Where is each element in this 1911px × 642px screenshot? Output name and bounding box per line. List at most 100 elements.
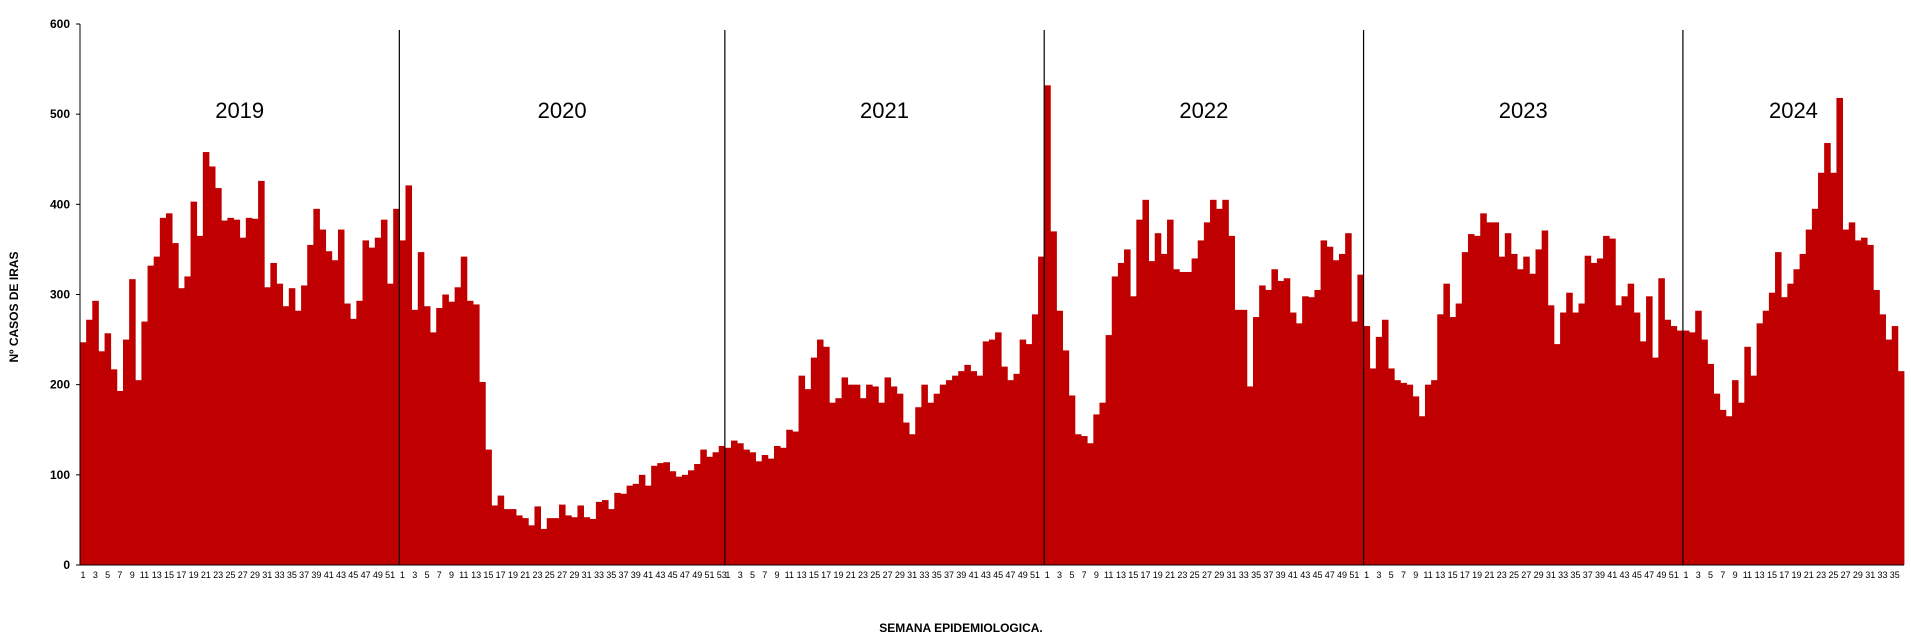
bar-2021-w4 [743,449,750,565]
bar-2023-w18 [1467,234,1475,565]
bar-2023-w26 [1517,269,1524,565]
x-tick-label: 23 [858,570,868,580]
bar-2023-w4 [1381,319,1389,565]
x-tick-label: 17 [1460,570,1470,580]
bar-2021-w48 [1013,373,1021,565]
bar-2022-w9 [1093,414,1100,565]
bar-2023-w23 [1498,256,1506,565]
bar-2022-w21 [1167,219,1174,565]
x-tick-label: 21 [520,570,530,580]
bar-2021-w30 [902,422,910,565]
bar-2023-w29 [1535,249,1543,566]
bar-2020-w51 [706,456,713,565]
bar-2020-w6 [430,332,437,565]
x-tick-label: 7 [437,570,442,580]
x-tick-label: 33 [919,570,929,580]
bar-2022-w10 [1099,402,1107,565]
bar-2022-w40 [1283,278,1291,565]
x-tick-label: 21 [1804,570,1814,580]
x-tick-label: 51 [704,570,714,580]
bar-2023-w48 [1652,357,1659,565]
bar-2019-w40 [319,229,327,565]
bar-2021-w3 [737,443,744,565]
y-tick-label: 300 [50,288,70,302]
x-tick-label: 47 [680,570,690,580]
bar-2022-w41 [1289,312,1297,565]
bar-2022-w15 [1130,296,1137,565]
bar-2022-w4 [1062,350,1070,565]
x-tick-label: 17 [496,570,506,580]
x-axis: 1 3 5 7 9 11 13 15 17 19 21 23 25 27 29 31 33 35 37 39 41 43 4… [80,564,1904,580]
bar-2022-w37 [1265,289,1272,565]
x-tick-label: 47 [1005,570,1015,580]
x-tick-label: 47 [361,570,371,580]
bar-2020-w24 [540,528,548,565]
bar-2019-w48 [368,247,376,566]
bar-2023-w44 [1627,283,1635,565]
bar-2021-w28 [890,386,898,565]
bar-2019-w34 [282,306,290,565]
bar-2022-w27 [1203,222,1211,565]
bar-2019-w50 [380,219,388,565]
bar-2021-w15 [810,357,818,565]
bar-2021-w37 [945,380,953,565]
x-tick-label: 1 [725,570,730,580]
x-tick-label: 39 [956,570,966,580]
x-tick-label: 43 [1620,570,1630,580]
x-tick-label: 9 [775,570,780,580]
bar-2020-w17 [497,495,505,565]
x-tick-label: 13 [152,570,162,580]
x-tick-label: 35 [932,570,942,580]
x-tick-label: 11 [1743,570,1752,580]
bar-2024-w26 [1836,97,1843,565]
x-tick-label: 27 [1521,570,1531,580]
bar-2022-w48 [1332,260,1340,565]
x-tick-label: 25 [1190,570,1200,580]
x-tick-label: 21 [1165,570,1175,580]
bar-2020-w11 [460,256,468,565]
bar-2023-w16 [1455,303,1463,565]
x-tick-label: 27 [557,570,567,580]
x-tick-label: 13 [471,570,481,580]
x-tick-label: 39 [1276,570,1286,580]
bar-2020-w13 [473,304,480,565]
bar-2019-w14 [159,217,167,566]
bar-2023-w36 [1578,303,1586,565]
bar-2022-w45 [1314,289,1321,565]
bar-2019-w24 [221,220,228,565]
bar-2022-w46 [1320,240,1328,565]
bar-2023-w1 [1363,326,1371,565]
year-label-2021: 2021 [860,98,909,123]
x-tick-label: 27 [883,570,893,580]
bar-2023-w33 [1560,312,1567,565]
bar-2022-w11 [1105,335,1113,565]
x-tick-label: 37 [1263,570,1273,580]
bar-2021-w52 [1038,256,1045,565]
bar-2024-w1 [1682,330,1690,565]
bar-2022-w16 [1136,219,1143,565]
bar-2023-w34 [1566,292,1573,565]
bar-2020-w38 [626,485,634,565]
bar-2024-w8 [1725,416,1733,565]
bar-2023-w38 [1590,262,1598,565]
year-label-2019: 2019 [215,98,264,123]
bar-2021-w49 [1019,339,1027,565]
bar-2020-w8 [442,294,449,565]
bar-2023-w17 [1461,252,1469,565]
bar-2022-w22 [1173,269,1180,565]
x-tick-label: 45 [1632,570,1642,580]
x-tick-label: 31 [262,570,272,580]
bar-2024-w11 [1744,346,1751,565]
x-tick-label: 19 [189,570,199,580]
bar-2021-w8 [767,458,775,565]
year-label-2023: 2023 [1499,98,1548,123]
x-tick-label: 45 [993,570,1003,580]
bar-2021-w24 [866,384,873,565]
bar-2021-w32 [915,407,922,565]
bar-2021-w12 [792,431,799,565]
bar-2024-w4 [1701,339,1708,565]
bar-2020-w53 [718,445,726,565]
x-tick-label: 53 [717,570,727,580]
bar-2020-w12 [466,300,474,565]
y-tick-label: 500 [50,107,70,121]
